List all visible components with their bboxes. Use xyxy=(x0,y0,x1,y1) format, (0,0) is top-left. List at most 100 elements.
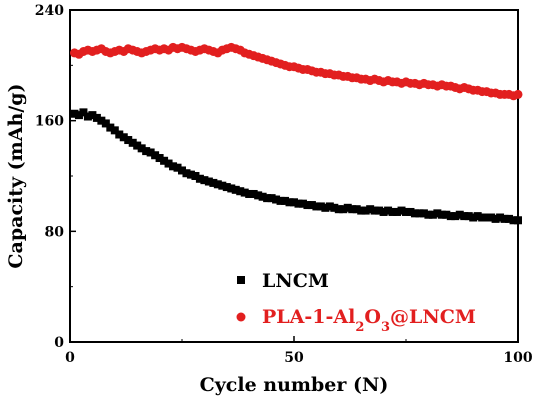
data-point-lncm xyxy=(285,198,294,207)
data-point-lncm xyxy=(119,133,128,142)
legend-label-pla-1-al2o3-lncm: PLA-1-Al2O3@LNCM xyxy=(262,306,476,335)
data-point-lncm xyxy=(361,206,370,215)
data-point-lncm xyxy=(375,206,384,215)
data-point-lncm xyxy=(218,181,227,190)
data-point-lncm xyxy=(424,210,433,219)
legend-label-part: 2 xyxy=(355,320,364,335)
data-point-lncm xyxy=(433,209,442,218)
data-point-lncm xyxy=(307,201,316,210)
data-point-lncm xyxy=(88,111,97,120)
data-point-lncm xyxy=(191,172,200,180)
data-point-lncm xyxy=(182,169,191,178)
x-tick-label: 100 xyxy=(503,350,532,366)
data-point-lncm xyxy=(482,213,491,222)
data-point-lncm xyxy=(437,210,446,219)
data-point-lncm xyxy=(281,196,290,205)
data-point-lncm xyxy=(70,109,79,118)
data-point-lncm xyxy=(496,213,505,222)
data-point-lncm xyxy=(128,138,137,147)
data-point-lncm xyxy=(254,191,263,200)
y-axis-label: Capacity (mAh/g) xyxy=(5,83,27,268)
data-point-lncm xyxy=(397,206,406,215)
data-point-lncm xyxy=(303,201,312,210)
data-point-lncm xyxy=(97,116,106,125)
data-point-lncm xyxy=(267,194,276,203)
data-point-lncm xyxy=(178,166,186,175)
legend-label-part: O xyxy=(364,306,381,328)
data-point-lncm xyxy=(249,189,258,198)
legend-label-part: 3 xyxy=(381,320,390,335)
data-point-lncm xyxy=(101,119,110,128)
data-point-lncm xyxy=(460,212,469,221)
x-tick-label: 0 xyxy=(65,350,75,366)
data-point-lncm xyxy=(169,162,178,171)
axis-ticks xyxy=(69,9,519,343)
data-point-lncm xyxy=(155,154,164,163)
data-point-lncm xyxy=(366,205,375,214)
data-point-lncm xyxy=(263,194,272,203)
data-point-lncm xyxy=(298,199,307,208)
data-point-lncm xyxy=(195,174,204,183)
data-point-lncm xyxy=(455,210,464,219)
data-point-lncm xyxy=(379,207,388,216)
data-point-lncm xyxy=(451,212,460,221)
data-point-lncm xyxy=(106,123,115,132)
data-point-lncm xyxy=(186,170,195,179)
data-point-lncm xyxy=(146,148,155,157)
data-point-lncm xyxy=(339,205,348,214)
data-point-lncm xyxy=(160,156,169,165)
y-tick-label: 240 xyxy=(35,3,64,19)
data-point-lncm xyxy=(384,206,393,215)
data-point-lncm xyxy=(222,183,231,192)
data-point-lncm xyxy=(348,205,357,214)
data-point-lncm xyxy=(110,126,119,135)
data-point-lncm xyxy=(151,151,160,160)
data-point-lncm xyxy=(325,202,334,211)
data-point-lncm xyxy=(236,187,245,196)
data-point-lncm xyxy=(200,176,209,185)
legend-label-part: 1 xyxy=(312,306,325,328)
data-point-lncm xyxy=(402,207,410,216)
data-point-lncm xyxy=(83,112,92,121)
data-point-lncm xyxy=(514,216,522,225)
data-point-lncm xyxy=(446,212,455,221)
y-tick-label: 80 xyxy=(45,224,65,240)
x-axis-label: Cycle number (N) xyxy=(200,374,389,396)
data-point-lncm xyxy=(133,141,142,150)
legend-marker-pla-1-al2o3-lncm xyxy=(236,312,246,322)
data-point-lncm xyxy=(410,209,419,218)
data-point-lncm xyxy=(124,136,133,145)
data-point-lncm xyxy=(79,108,88,117)
legend-label-part: -Al xyxy=(326,306,356,328)
data-point-lncm xyxy=(290,198,298,207)
data-point-lncm xyxy=(334,205,343,214)
data-point-lncm xyxy=(509,216,518,225)
data-point-lncm xyxy=(258,192,267,201)
legend-label-part: @LNCM xyxy=(390,306,476,328)
data-point-pla-1-al2o3-lncm xyxy=(513,89,523,99)
data-point-lncm xyxy=(245,189,254,198)
series-lncm xyxy=(70,108,522,225)
data-point-lncm xyxy=(393,207,402,216)
data-point-lncm xyxy=(321,203,330,212)
data-point-lncm xyxy=(240,188,249,197)
data-point-lncm xyxy=(330,203,339,212)
y-tick-label: 160 xyxy=(35,114,64,130)
plot-frame xyxy=(69,9,519,343)
data-point-lncm xyxy=(388,207,397,216)
data-point-lncm xyxy=(312,202,321,211)
data-point-lncm xyxy=(343,203,352,212)
data-point-lncm xyxy=(415,209,424,218)
data-point-lncm xyxy=(74,111,83,120)
data-point-lncm xyxy=(487,213,496,222)
data-point-lncm xyxy=(92,113,101,122)
data-point-lncm xyxy=(442,210,451,219)
data-point-lncm xyxy=(173,163,182,172)
data-point-lncm xyxy=(142,147,151,156)
data-point-lncm xyxy=(357,206,366,215)
data-point-lncm xyxy=(464,212,473,221)
data-point-lncm xyxy=(231,185,240,194)
data-point-lncm xyxy=(428,210,437,219)
data-point-lncm xyxy=(272,195,281,204)
legend-label-lncm: LNCM xyxy=(262,270,329,292)
